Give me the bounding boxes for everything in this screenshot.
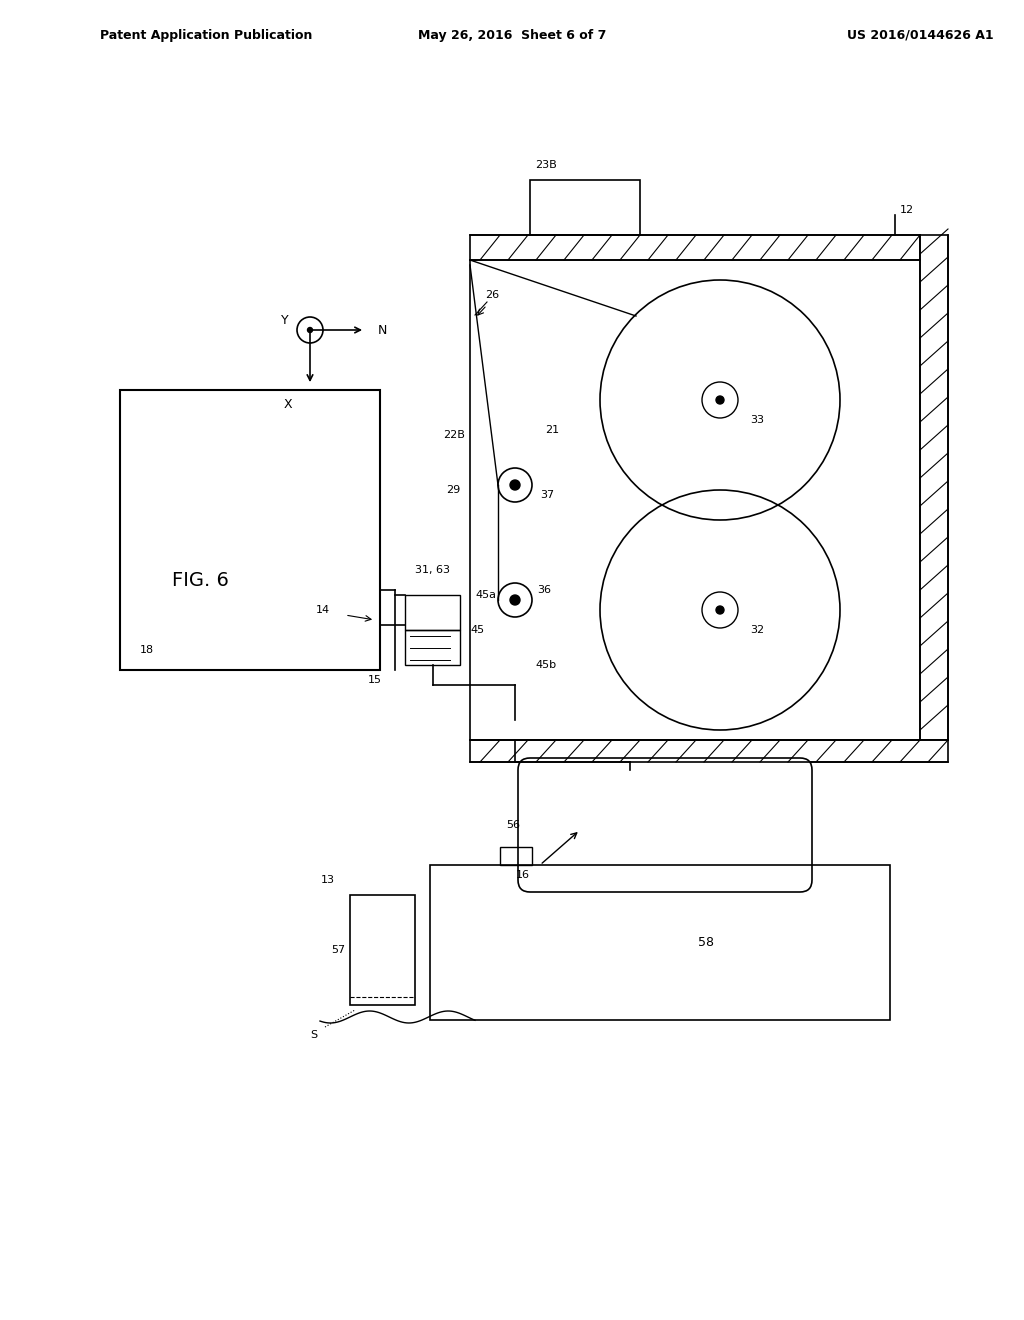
Text: 14: 14 (315, 605, 330, 615)
Text: 36: 36 (537, 585, 551, 595)
Text: May 26, 2016  Sheet 6 of 7: May 26, 2016 Sheet 6 of 7 (418, 29, 606, 41)
Text: US 2016/0144626 A1: US 2016/0144626 A1 (847, 29, 993, 41)
Text: 33: 33 (750, 414, 764, 425)
Circle shape (510, 595, 520, 605)
Text: 12: 12 (900, 205, 914, 215)
Text: 21: 21 (545, 425, 559, 436)
Bar (500, 847, 532, 865)
Text: 45: 45 (470, 624, 484, 635)
Text: 18: 18 (140, 645, 155, 655)
Text: 13: 13 (321, 875, 335, 884)
Text: 15: 15 (368, 675, 382, 685)
Text: FIG. 6: FIG. 6 (172, 570, 228, 590)
Text: Y: Y (282, 314, 289, 326)
Text: 23B: 23B (535, 160, 557, 170)
Text: X: X (284, 399, 292, 412)
Text: 16: 16 (516, 870, 530, 880)
Text: 31, 63: 31, 63 (415, 565, 450, 576)
Text: 29: 29 (445, 484, 460, 495)
Bar (470, 741, 948, 762)
Text: N: N (377, 323, 387, 337)
Bar (430, 865, 890, 1020)
Bar (920, 235, 948, 741)
Text: 45b: 45b (535, 660, 556, 671)
Text: 32: 32 (750, 624, 764, 635)
Text: 26: 26 (485, 290, 499, 300)
Text: Patent Application Publication: Patent Application Publication (100, 29, 312, 41)
Bar (470, 235, 920, 260)
Circle shape (716, 396, 724, 404)
Bar (530, 180, 640, 235)
Circle shape (510, 480, 520, 490)
Text: 22B: 22B (443, 430, 465, 440)
Bar (406, 630, 460, 665)
Text: 37: 37 (540, 490, 554, 500)
Bar (120, 389, 380, 671)
Text: S: S (310, 1030, 317, 1040)
Text: 56: 56 (506, 820, 520, 830)
Bar (406, 595, 460, 630)
Text: 45a: 45a (475, 590, 496, 601)
Circle shape (307, 327, 312, 333)
Bar (350, 895, 415, 1005)
FancyBboxPatch shape (518, 758, 812, 892)
Text: 57: 57 (331, 945, 345, 954)
Text: 58: 58 (698, 936, 714, 949)
Circle shape (716, 606, 724, 614)
